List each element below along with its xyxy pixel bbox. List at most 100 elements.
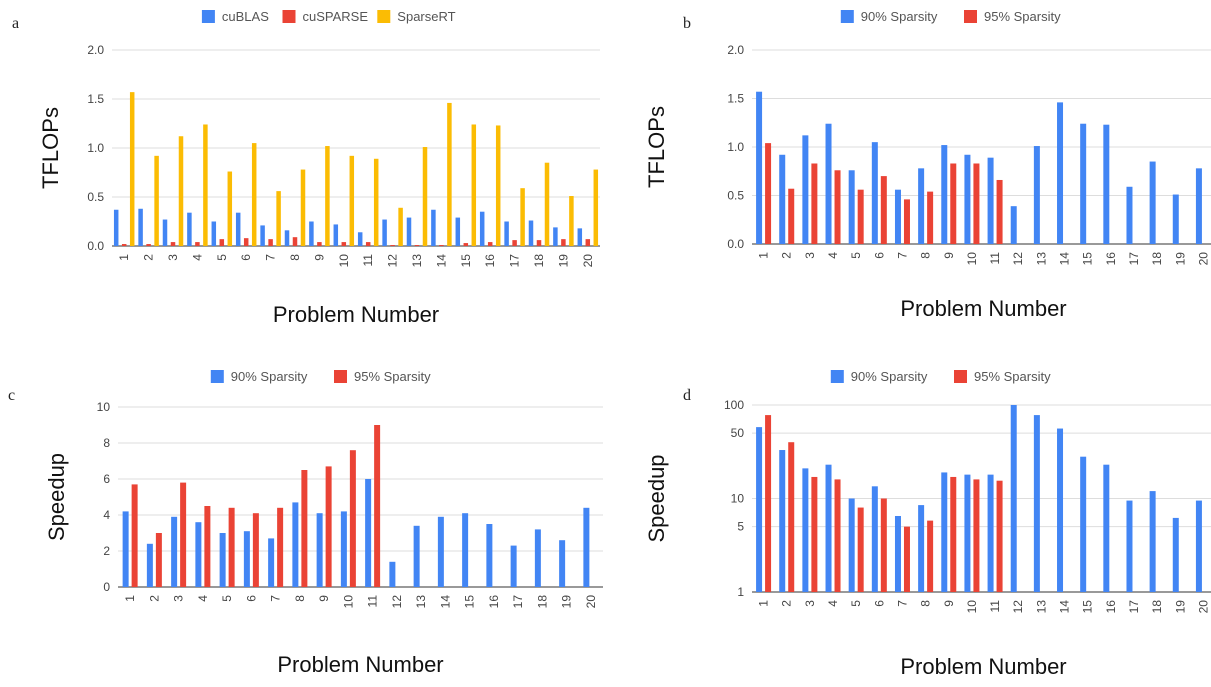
- x-tick-label: 5: [220, 595, 234, 602]
- x-tick-label: 13: [1034, 600, 1048, 614]
- bar-90-sparsity-18: [1149, 491, 1156, 592]
- x-tick-label: 15: [463, 595, 477, 609]
- x-tick-label: 10: [341, 595, 355, 609]
- bar-cusparse-7: [268, 239, 273, 246]
- legend-item: 95% Sparsity: [954, 369, 1051, 384]
- legend-swatch: [840, 10, 854, 23]
- y-tick-label: 0.5: [727, 189, 744, 203]
- bar-sparsert-16: [495, 125, 501, 246]
- x-tick-label: 3: [166, 254, 180, 261]
- bar-90-sparsity-16: [486, 524, 493, 587]
- legend-item: cuSPARSE: [282, 9, 369, 24]
- bar-95-sparsity-2: [788, 442, 795, 592]
- bar-95-sparsity-8: [927, 191, 934, 244]
- x-tick-label: 5: [215, 254, 229, 261]
- chart-panel-a: a0.00.51.01.52.01 2 3 4 5 6 7 8 9 10 11 12 13 14 15 16 1…: [12, 9, 600, 327]
- bar-90-sparsity-17: [1126, 186, 1133, 244]
- bar-sparsert-14: [447, 102, 452, 246]
- x-tick-label: 19: [560, 595, 574, 609]
- x-tick-label: 16: [487, 595, 501, 609]
- y-tick-label: 6: [103, 472, 110, 486]
- bar-90-sparsity-2: [779, 154, 786, 244]
- bar-90-sparsity-4: [195, 522, 202, 587]
- x-tick-label: 15: [1081, 600, 1095, 614]
- bar-cublas-3: [162, 219, 168, 246]
- x-tick-label: 1: [123, 595, 137, 602]
- bar-95-sparsity-2: [788, 188, 795, 244]
- bar-95-sparsity-3: [811, 476, 818, 592]
- x-tick-label: 15: [1081, 252, 1095, 266]
- y-tick-label: 4: [103, 508, 110, 522]
- x-tick-label: 3: [803, 600, 817, 607]
- x-tick-label: 17: [508, 254, 522, 268]
- bar-95-sparsity-11: [374, 425, 381, 587]
- bar-90-sparsity-14: [1057, 102, 1064, 244]
- bar-90-sparsity-10: [964, 474, 971, 592]
- bar-90-sparsity-20: [1195, 168, 1202, 244]
- x-tick-label: 11: [988, 252, 1002, 265]
- x-tick-label: 16: [483, 254, 497, 268]
- legend-label: 95% Sparsity: [984, 9, 1061, 24]
- bar-90-sparsity-3: [802, 468, 809, 592]
- y-tick-label: 1.0: [87, 141, 104, 155]
- bar-90-sparsity-8: [292, 502, 299, 587]
- x-tick-label: 5: [849, 600, 863, 607]
- bar-sparsert-11: [373, 158, 379, 246]
- legend-item: cuBLAS: [201, 9, 269, 24]
- bar-95-sparsity-3: [180, 482, 187, 587]
- bar-cublas-10: [333, 224, 339, 246]
- x-tick-label: 20: [1196, 600, 1210, 614]
- legend-label: 95% Sparsity: [974, 369, 1051, 384]
- x-tick-label: 7: [895, 252, 909, 259]
- legend-item: 95% Sparsity: [964, 9, 1061, 24]
- x-tick-label: 2: [142, 254, 156, 261]
- bar-95-sparsity-6: [880, 176, 887, 244]
- x-tick-label: 15: [459, 254, 473, 268]
- bar-cublas-17: [504, 221, 509, 246]
- x-tick-label: 14: [438, 595, 452, 609]
- bar-90-sparsity-4: [825, 464, 832, 592]
- bar-90-sparsity-7: [894, 189, 901, 244]
- bar-95-sparsity-8: [301, 470, 308, 587]
- y-axis-label: TFLOPs: [644, 106, 669, 188]
- x-tick-label: 12: [1011, 600, 1025, 614]
- bar-90-sparsity-18: [534, 529, 541, 587]
- panel-label: a: [12, 15, 19, 32]
- x-tick-label: 9: [317, 595, 331, 602]
- bar-90-sparsity-14: [1057, 428, 1064, 592]
- bar-sparsert-2: [154, 155, 159, 246]
- y-tick-label: 10: [97, 400, 111, 414]
- x-tick-label: 17: [511, 595, 525, 609]
- bar-95-sparsity-10: [973, 163, 980, 244]
- legend-swatch: [210, 370, 224, 383]
- bar-cublas-14: [431, 209, 436, 246]
- panel-label: b: [683, 15, 691, 32]
- bar-cusparse-14: [439, 245, 444, 246]
- bar-90-sparsity-19: [1172, 517, 1179, 592]
- x-tick-label: 16: [1104, 600, 1118, 614]
- x-tick-label: 7: [895, 600, 909, 607]
- x-tick-label: 11: [366, 595, 380, 608]
- bar-95-sparsity-3: [811, 163, 818, 244]
- bar-90-sparsity-6: [871, 486, 878, 592]
- bar-sparsert-5: [227, 171, 233, 246]
- bar-sparsert-3: [178, 136, 184, 246]
- y-tick-label: 0: [103, 580, 110, 594]
- bar-95-sparsity-9: [950, 163, 957, 244]
- x-tick-label: 20: [581, 254, 595, 268]
- x-tick-label: 11: [361, 254, 375, 267]
- legend-label: cuSPARSE: [303, 9, 369, 24]
- x-tick-label: 9: [942, 600, 956, 607]
- y-tick-label: 5: [737, 520, 744, 534]
- bar-90-sparsity-1: [756, 91, 763, 245]
- bar-cublas-18: [528, 220, 534, 246]
- bar-cusparse-20: [585, 239, 591, 246]
- bar-95-sparsity-1: [765, 415, 772, 592]
- x-axis-label: Problem Number: [900, 296, 1066, 321]
- x-tick-label: 6: [239, 254, 253, 261]
- y-tick-label: 0.0: [87, 239, 104, 253]
- y-tick-label: 2: [103, 544, 110, 558]
- x-tick-label: 13: [1034, 252, 1048, 266]
- bar-cusparse-9: [317, 242, 322, 246]
